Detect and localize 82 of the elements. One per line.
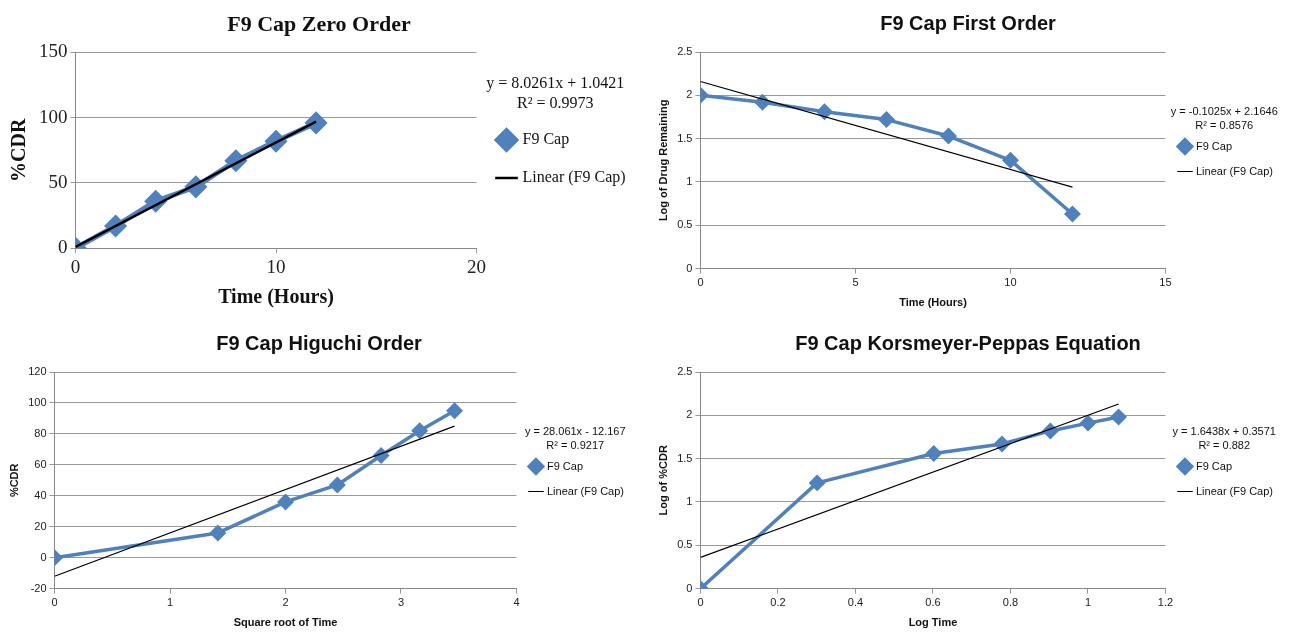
x-tick-label: 2 xyxy=(282,596,289,609)
y-tick-label: 0.5 xyxy=(677,538,693,551)
text: y = 8.0261x + 1.0421 xyxy=(486,74,625,93)
text: y = 1.6438x + 0.3571 xyxy=(1172,425,1276,438)
text: R² = 0.9217 xyxy=(546,439,605,452)
point xyxy=(1002,152,1019,169)
y-tick-label: 1 xyxy=(686,494,693,507)
y-tick-label: 2 xyxy=(686,88,693,101)
x-axis-title: Log Time xyxy=(908,616,958,629)
y-tick-label: 20 xyxy=(34,519,47,532)
legend-label: Linear (F9 Cap) xyxy=(1195,164,1274,177)
y-tick-label: 2.5 xyxy=(677,365,693,378)
y-tick-label: 0 xyxy=(58,236,68,258)
y-axis-title: Log of Drug Remaining xyxy=(656,99,669,222)
x-axis-title: Square root of Time xyxy=(233,616,338,629)
text: y = -0.1025x + 2.1646 xyxy=(1170,105,1278,118)
y-tick-label: 40 xyxy=(34,488,47,501)
x-tick-label: 4 xyxy=(513,596,520,609)
x-tick-label: 0.4 xyxy=(847,596,864,609)
legend-label: F9 Cap xyxy=(522,130,570,149)
point xyxy=(210,525,226,541)
point xyxy=(277,494,294,510)
y-tick-label: 1.5 xyxy=(677,451,693,464)
text: R² = 0.882 xyxy=(1198,439,1251,452)
x-tick-label: 0 xyxy=(697,596,704,609)
x-tick-label: 10 xyxy=(1004,276,1017,289)
legend-label: F9 Cap xyxy=(546,459,584,472)
point xyxy=(1064,206,1081,222)
y-tick-label: -20 xyxy=(30,581,47,594)
point xyxy=(411,423,428,439)
y-tick-label: 60 xyxy=(34,457,47,470)
y-tick-label: 80 xyxy=(34,426,47,439)
legend-label: F9 Cap xyxy=(1195,139,1233,152)
point xyxy=(446,402,463,419)
y-tick-label: 1.5 xyxy=(677,131,693,144)
y-tick-label: 1 xyxy=(686,174,693,187)
text: R² = 0.9973 xyxy=(517,94,594,112)
point xyxy=(1080,415,1096,431)
y-tick-label: 150 xyxy=(39,40,68,62)
y-tick-label: 2 xyxy=(686,408,693,421)
chart-title: F9 Cap Higuchi Order xyxy=(216,331,423,354)
y-tick-label: 50 xyxy=(48,170,68,192)
x-tick-label: 1 xyxy=(166,596,174,609)
point xyxy=(816,104,833,120)
x-tick-label: 0.6 xyxy=(925,596,941,609)
x-axis-title: Time (Hours) xyxy=(899,296,968,309)
x-tick-label: 10 xyxy=(266,255,286,277)
point xyxy=(809,475,825,491)
text: R² = 0.8576 xyxy=(1195,119,1254,132)
point xyxy=(1110,409,1127,425)
y-tick-label: 2.5 xyxy=(677,45,693,58)
y-tick-label: 120 xyxy=(28,365,47,378)
chart-title: F9 Cap Korsmeyer-Peppas Equation xyxy=(795,331,1141,354)
y-axis-title: Log of %CDR xyxy=(656,445,669,516)
chart-title: F9 Cap Zero Order xyxy=(227,10,411,36)
x-tick-label: 20 xyxy=(467,255,486,277)
x-tick-label: 0 xyxy=(697,276,704,289)
y-axis-title: %CDR xyxy=(7,118,30,182)
x-tick-label: 0.2 xyxy=(770,596,786,609)
legend-label: Linear (F9 Cap) xyxy=(522,168,626,187)
y-tick-label: 0 xyxy=(686,581,693,594)
x-tick-label: 0.8 xyxy=(1002,596,1019,609)
x-tick-label: 5 xyxy=(852,276,859,289)
y-tick-label: 100 xyxy=(39,105,68,127)
legend-label: Linear (F9 Cap) xyxy=(546,484,625,497)
y-tick-label: 0.5 xyxy=(677,218,693,231)
point xyxy=(940,128,957,144)
point xyxy=(329,477,346,493)
point xyxy=(878,111,895,128)
chart-title: F9 Cap First Order xyxy=(880,11,1057,34)
text: y = 28.061x - 12.167 xyxy=(524,425,626,438)
legend-label: F9 Cap xyxy=(1195,459,1233,472)
x-tick-label: 3 xyxy=(397,596,405,609)
x-axis-title: Time (Hours) xyxy=(218,285,334,309)
y-tick-label: 100 xyxy=(28,395,47,408)
point xyxy=(926,445,942,462)
x-tick-label: 15 xyxy=(1159,276,1172,289)
x-tick-label: 1.2 xyxy=(1157,596,1174,609)
x-tick-label: 1 xyxy=(1084,596,1092,609)
y-tick-label: 0 xyxy=(40,550,47,563)
legend-label: Linear (F9 Cap) xyxy=(1195,484,1274,497)
y-axis-title: %CDR xyxy=(7,463,20,498)
